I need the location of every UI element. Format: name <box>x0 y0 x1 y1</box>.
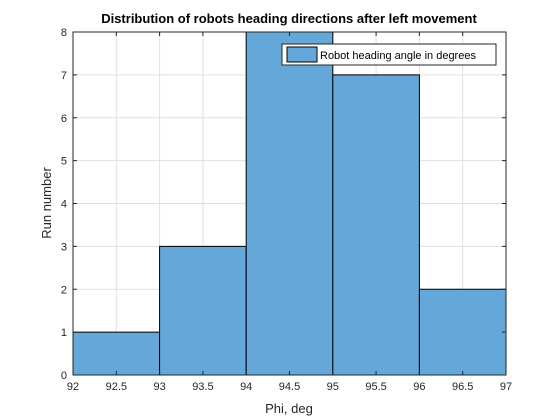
chart-title: Distribution of robots heading direction… <box>101 11 477 26</box>
histogram-bar <box>159 245 247 376</box>
x-tick-label: 95.5 <box>365 381 386 393</box>
y-tick-label: 6 <box>61 113 67 125</box>
x-tick-label: 93.5 <box>192 381 213 393</box>
histogram-bar <box>245 31 334 376</box>
y-axis-label: Run number <box>39 167 54 239</box>
histogram-bars <box>72 31 507 376</box>
x-axis-label: Phi, deg <box>265 401 313 416</box>
histogram-bar <box>332 74 420 376</box>
x-tick-label: 92 <box>67 381 79 393</box>
y-tick-label: 4 <box>61 199 67 211</box>
y-tick-label: 2 <box>61 284 67 296</box>
x-tick-label: 94 <box>240 381 252 393</box>
x-tick-label: 95 <box>327 381 339 393</box>
legend-swatch <box>286 46 318 63</box>
x-tick-label: 94.5 <box>279 381 300 393</box>
x-axis-ticks: 92 92.5 93 93.5 94 94.5 95 95.5 96 96.5 97 <box>67 32 512 393</box>
x-tick-label: 96.5 <box>452 381 473 393</box>
y-axis-ticks: 0 1 2 3 4 5 6 7 8 <box>61 27 506 382</box>
histogram-bar <box>72 331 161 376</box>
y-tick-label: 7 <box>61 70 67 82</box>
x-tick-label: 93 <box>153 381 165 393</box>
y-tick-label: 0 <box>61 370 67 382</box>
legend: Robot heading angle in degrees <box>281 43 497 66</box>
histogram-bar <box>418 288 507 376</box>
y-tick-label: 1 <box>61 327 67 339</box>
x-tick-label: 92.5 <box>106 381 127 393</box>
legend-box <box>281 43 497 66</box>
legend-entry-label: Robot heading angle in degrees <box>320 50 476 62</box>
x-tick-label: 97 <box>500 381 512 393</box>
y-tick-label: 3 <box>61 241 67 253</box>
y-tick-label: 8 <box>61 27 67 39</box>
y-tick-label: 5 <box>61 156 67 168</box>
x-tick-label: 96 <box>413 381 425 393</box>
